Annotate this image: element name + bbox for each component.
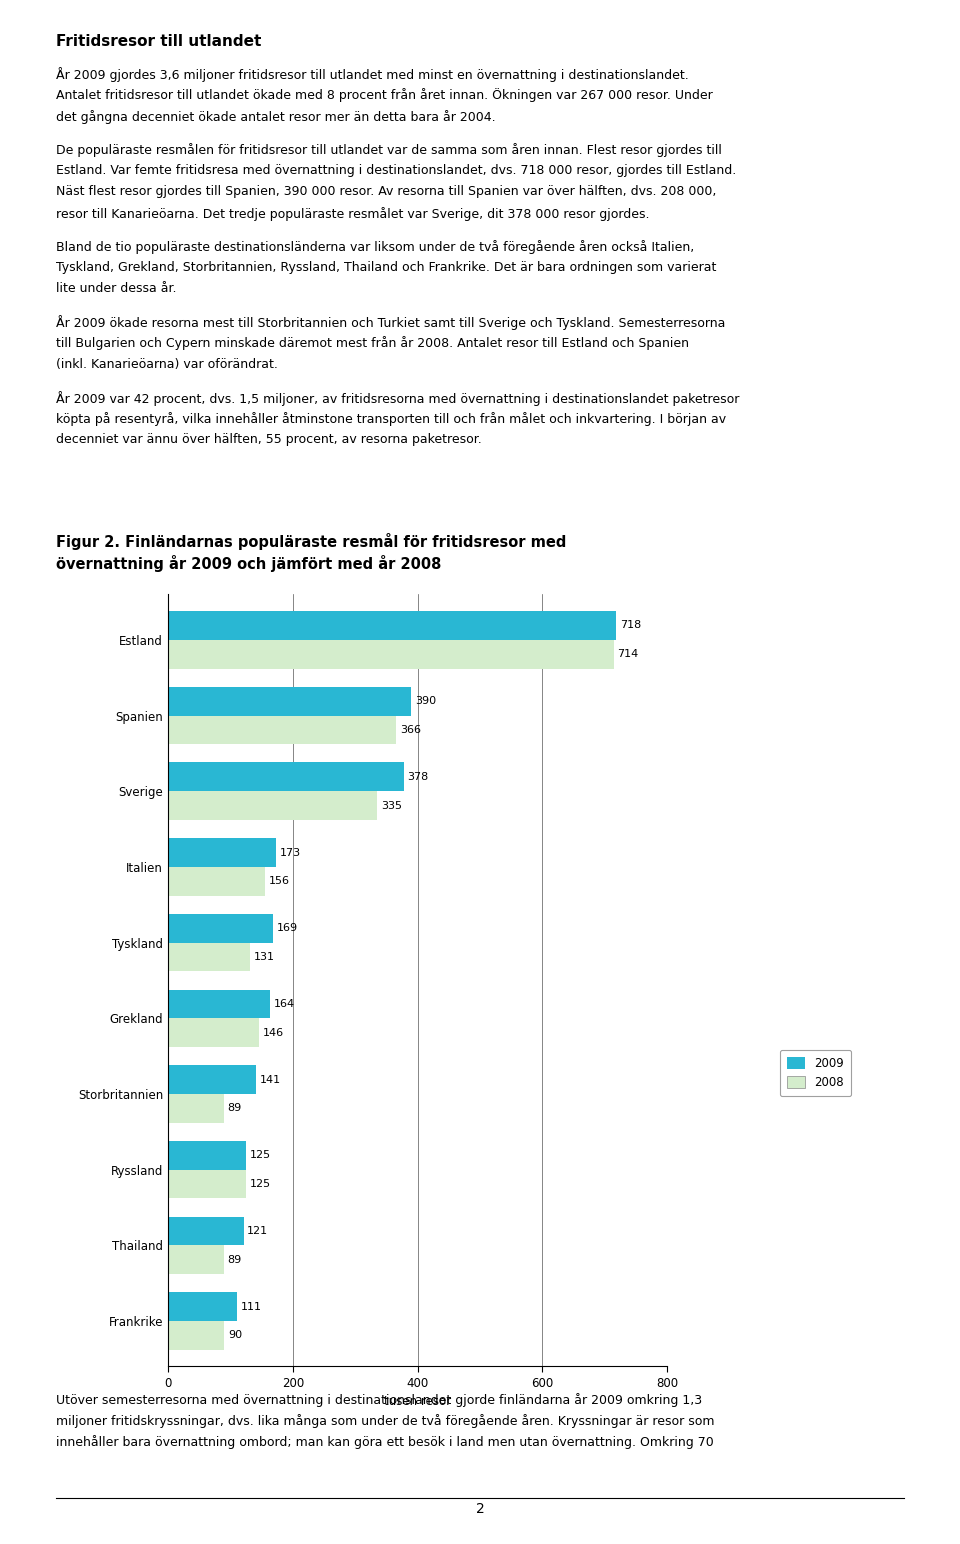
Text: 131: 131 <box>253 953 275 962</box>
Text: 173: 173 <box>279 848 300 857</box>
Bar <box>168 1141 246 1170</box>
Legend: 2009, 2008: 2009, 2008 <box>780 1050 851 1096</box>
Text: lite under dessa år.: lite under dessa år. <box>56 283 177 295</box>
Text: Estland. Var femte fritidsresa med övernattning i destinationslandet, dvs. 718 0: Estland. Var femte fritidsresa med övern… <box>56 164 736 178</box>
Bar <box>168 1095 224 1122</box>
X-axis label: tusen resor: tusen resor <box>384 1396 451 1408</box>
Text: Utöver semesterresorna med övernattning i destinationslandet gjorde finländarna : Utöver semesterresorna med övernattning … <box>56 1393 702 1407</box>
Bar <box>168 1217 244 1246</box>
Text: det gångna decenniet ökade antalet resor mer än detta bara år 2004.: det gångna decenniet ökade antalet resor… <box>56 110 495 124</box>
Text: Bland de tio populäraste destinationsländerna var liksom under de två föregående: Bland de tio populäraste destinationslän… <box>56 239 694 253</box>
Text: Fritidsresor till utlandet: Fritidsresor till utlandet <box>56 34 261 49</box>
Text: 335: 335 <box>381 801 402 811</box>
Text: 125: 125 <box>250 1150 271 1160</box>
Bar <box>168 942 250 971</box>
Text: 89: 89 <box>228 1104 242 1113</box>
Bar <box>168 715 396 744</box>
Text: Antalet fritidsresor till utlandet ökade med 8 procent från året innan. Ökningen: Antalet fritidsresor till utlandet ökade… <box>56 88 712 102</box>
Text: 164: 164 <box>275 999 296 1008</box>
Text: innehåller bara övernattning ombord; man kan göra ett besök i land men utan över: innehåller bara övernattning ombord; man… <box>56 1436 713 1450</box>
Bar <box>168 1170 246 1198</box>
Bar <box>168 1322 225 1349</box>
Text: 390: 390 <box>415 696 436 706</box>
Text: miljoner fritidskryssningar, dvs. lika många som under de två föregående åren. K: miljoner fritidskryssningar, dvs. lika m… <box>56 1414 714 1428</box>
Bar <box>168 914 274 942</box>
Bar <box>168 866 265 896</box>
Text: Näst flest resor gjordes till Spanien, 390 000 resor. Av resorna till Spanien va: Näst flest resor gjordes till Spanien, 3… <box>56 185 716 198</box>
Bar <box>168 1292 237 1322</box>
Text: 718: 718 <box>620 621 641 630</box>
Text: (inkl. Kanarieöarna) var oförändrat.: (inkl. Kanarieöarna) var oförändrat. <box>56 358 277 371</box>
Bar <box>168 838 276 866</box>
Text: decenniet var ännu över hälften, 55 procent, av resorna paketresor.: decenniet var ännu över hälften, 55 proc… <box>56 434 481 446</box>
Bar <box>168 687 411 715</box>
Text: köpta på resentyrå, vilka innehåller åtminstone transporten till och från målet : köpta på resentyrå, vilka innehåller åtm… <box>56 412 726 426</box>
Text: År 2009 var 42 procent, dvs. 1,5 miljoner, av fritidsresorna med övernattning i : År 2009 var 42 procent, dvs. 1,5 miljone… <box>56 391 739 406</box>
Text: De populäraste resmålen för fritidsresor till utlandet var de samma som åren inn: De populäraste resmålen för fritidsresor… <box>56 142 722 156</box>
Text: till Bulgarien och Cypern minskade däremot mest från år 2008. Antalet resor till: till Bulgarien och Cypern minskade därem… <box>56 337 688 350</box>
Text: 125: 125 <box>250 1180 271 1189</box>
Text: 156: 156 <box>269 877 290 886</box>
Text: 141: 141 <box>260 1075 281 1084</box>
Text: 111: 111 <box>241 1302 262 1312</box>
Text: 146: 146 <box>263 1028 284 1038</box>
Text: 714: 714 <box>617 648 638 659</box>
Bar <box>168 763 404 791</box>
Text: Tyskland, Grekland, Storbritannien, Ryssland, Thailand och Frankrike. Det är bar: Tyskland, Grekland, Storbritannien, Ryss… <box>56 261 716 273</box>
Bar <box>168 1019 259 1047</box>
Bar <box>168 990 271 1019</box>
Text: 121: 121 <box>248 1226 269 1235</box>
Text: 366: 366 <box>400 726 421 735</box>
Text: 90: 90 <box>228 1331 242 1340</box>
Text: 89: 89 <box>228 1255 242 1265</box>
Text: 378: 378 <box>408 772 429 781</box>
Bar <box>168 1246 224 1274</box>
Text: Figur 2. Finländarnas populäraste resmål för fritidsresor med: Figur 2. Finländarnas populäraste resmål… <box>56 533 566 550</box>
Bar <box>168 791 377 820</box>
Text: År 2009 ökade resorna mest till Storbritannien och Turkiet samt till Sverige och: År 2009 ökade resorna mest till Storbrit… <box>56 315 725 330</box>
Bar <box>168 1065 256 1095</box>
Bar <box>168 639 613 669</box>
Text: resor till Kanarieöarna. Det tredje populäraste resmålet var Sverige, dit 378 00: resor till Kanarieöarna. Det tredje popu… <box>56 207 649 221</box>
Text: År 2009 gjordes 3,6 miljoner fritidsresor till utlandet med minst en övernattnin: År 2009 gjordes 3,6 miljoner fritidsreso… <box>56 66 688 82</box>
Bar <box>168 611 616 639</box>
Text: övernattning år 2009 och jämfört med år 2008: övernattning år 2009 och jämfört med år … <box>56 554 441 573</box>
Text: 169: 169 <box>277 923 299 933</box>
Text: 2: 2 <box>475 1502 485 1516</box>
